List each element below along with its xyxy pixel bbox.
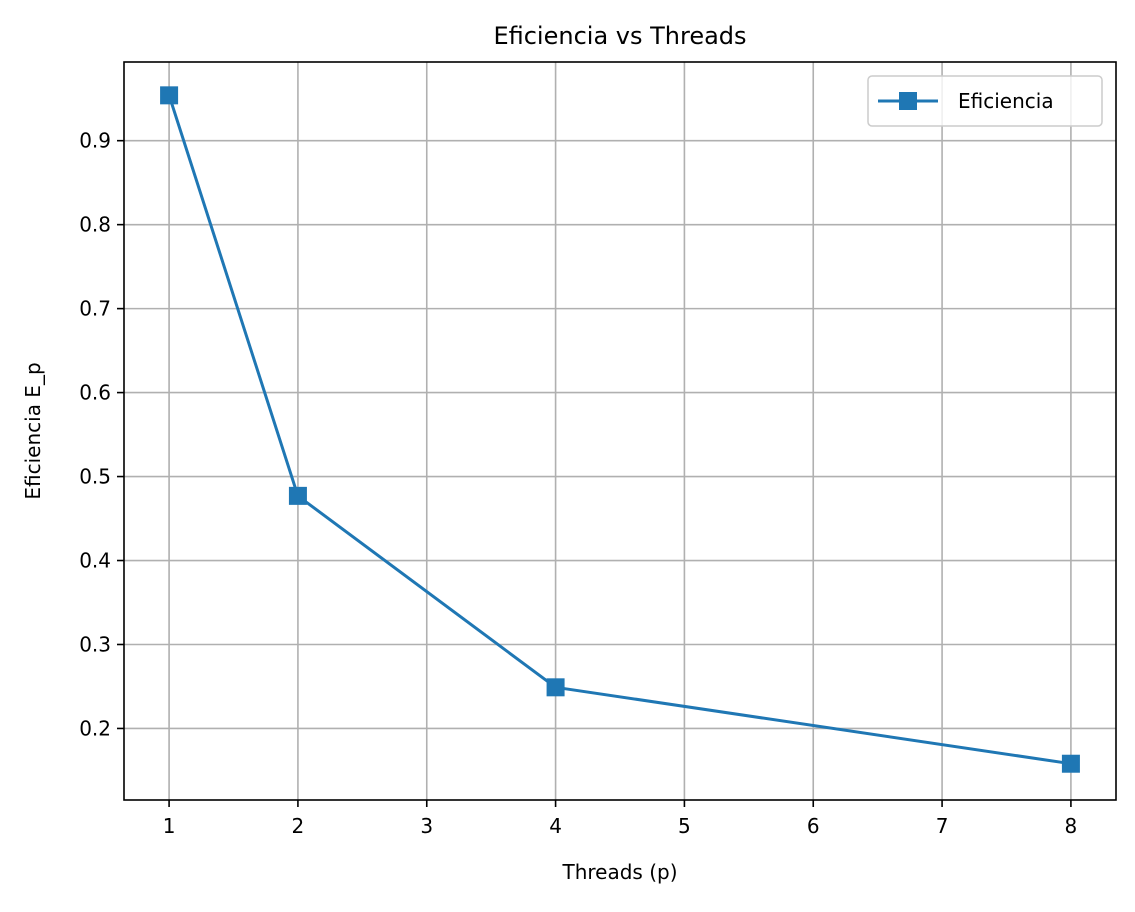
x-tick-label: 1 xyxy=(163,814,176,838)
x-tick-label: 5 xyxy=(678,814,691,838)
y-axis-label: Eficiencia E_p xyxy=(21,362,45,499)
y-tick-label: 0.7 xyxy=(79,297,111,321)
x-tick-label: 7 xyxy=(936,814,949,838)
series-layer xyxy=(160,86,1080,773)
y-tick-label: 0.3 xyxy=(79,632,111,656)
legend: Eficiencia xyxy=(867,75,1103,127)
legend-label-eficiencia: Eficiencia xyxy=(958,89,1054,113)
y-tick-label: 0.5 xyxy=(79,465,111,489)
legend-marker-square xyxy=(899,92,917,110)
y-tick-label: 0.2 xyxy=(79,716,111,740)
x-axis-label: Threads (p) xyxy=(561,860,677,884)
y-tick-label: 0.8 xyxy=(79,213,111,237)
data-point-marker xyxy=(546,678,565,697)
x-tick-label: 3 xyxy=(420,814,433,838)
x-tick-label: 6 xyxy=(807,814,820,838)
chart-title: Eficiencia vs Threads xyxy=(493,22,746,50)
x-tick-label: 4 xyxy=(549,814,562,838)
data-point-marker xyxy=(288,486,307,505)
y-tick-label: 0.9 xyxy=(79,129,111,153)
x-tick-label: 2 xyxy=(292,814,305,838)
data-point-marker xyxy=(160,86,179,105)
y-tick-label: 0.4 xyxy=(79,549,111,573)
legend-box xyxy=(867,75,1103,127)
axis-ticks: 1 2 3 4 5 6 7 8 0.2 0.3 0.4 0.5 0.6 0.7 0.8 0.9 xyxy=(79,129,1077,838)
grid-lines xyxy=(124,62,1116,800)
x-tick-label: 8 xyxy=(1065,814,1078,838)
plot-area-frame xyxy=(123,61,1117,801)
data-point-marker xyxy=(1061,754,1080,773)
series-line-eficiencia xyxy=(167,93,1073,766)
y-tick-label: 0.6 xyxy=(79,381,111,405)
